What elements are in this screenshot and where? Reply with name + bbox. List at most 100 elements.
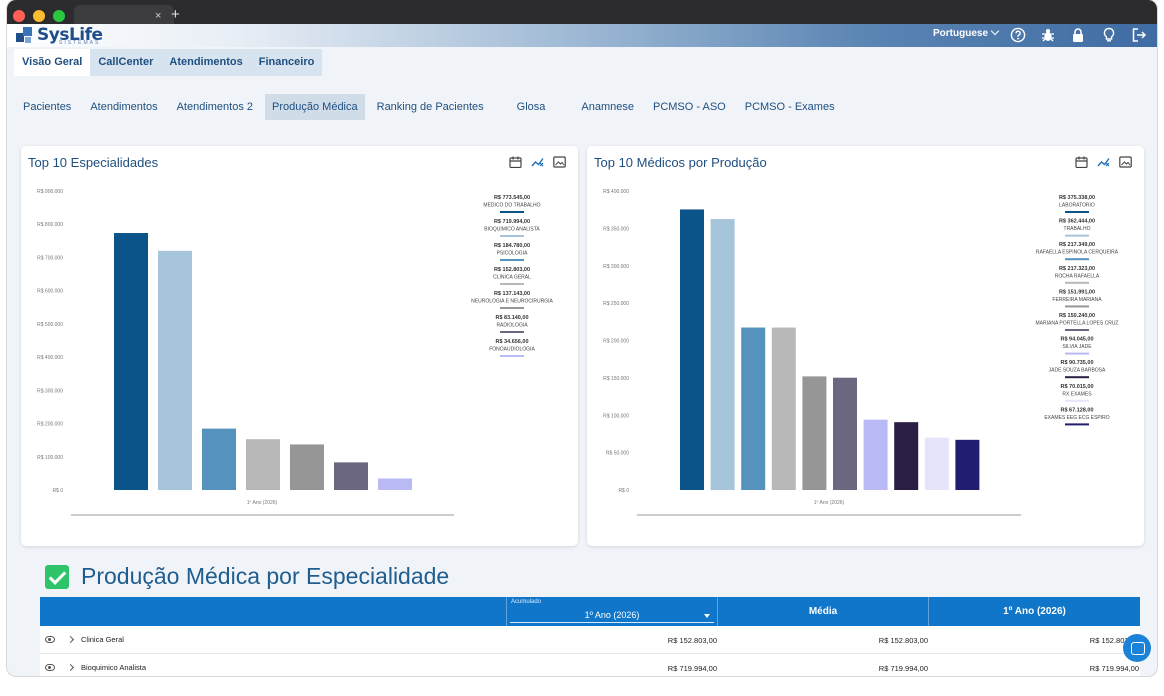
legend-value: R$ 152.803,00 <box>494 267 530 273</box>
legend-swatch <box>500 235 524 237</box>
chart-type-icon[interactable] <box>1097 156 1110 168</box>
production-table: Acumulado 1º Ano (2026) Média 1º Ano (20… <box>40 597 1140 676</box>
legend-label: MEDICO DO TRABALHO <box>483 203 540 209</box>
legend-value: R$ 217.323,00 <box>1059 266 1095 272</box>
syslife-logo[interactable]: SysLife <box>16 24 103 46</box>
browser-titlebar: × + <box>7 0 1157 24</box>
y-tick-label: R$ 900.000 <box>37 189 63 195</box>
legend-swatch <box>1065 376 1089 379</box>
legend-label: JADE SOUZA BARBOSA <box>1049 368 1106 374</box>
legend-swatch <box>500 355 524 357</box>
tab-visao-geral[interactable]: Visão Geral <box>14 49 91 76</box>
legend-value: R$ 90.735,00 <box>1060 360 1093 366</box>
legend-swatch <box>1065 423 1089 426</box>
bar <box>802 376 827 490</box>
bar <box>710 219 735 490</box>
legend-swatch <box>1065 234 1089 237</box>
logo-mark-icon <box>16 26 34 44</box>
tab-financeiro[interactable]: Financeiro <box>258 56 315 68</box>
bar <box>894 422 919 490</box>
subtab-atendimentos[interactable]: Atendimentos <box>90 101 158 113</box>
header-year-label: 1º Ano (2026) <box>1003 606 1066 617</box>
legend-swatch <box>1065 258 1089 261</box>
header-media[interactable]: Média <box>717 597 928 626</box>
table-header: Acumulado 1º Ano (2026) Média 1º Ano (20… <box>40 597 1140 626</box>
maximize-window-button[interactable] <box>53 10 65 22</box>
legend-value: R$ 67.128,00 <box>1060 407 1093 413</box>
bar <box>202 428 236 490</box>
subtab-pacientes[interactable]: Pacientes <box>23 101 72 113</box>
image-export-icon[interactable] <box>553 156 566 168</box>
row-value-year: R$ 152.803,00 <box>1089 636 1139 645</box>
row-value-year: R$ 719.994,00 <box>1089 664 1139 673</box>
caret-down-icon <box>704 614 710 618</box>
y-tick-label: R$ 100.000 <box>603 413 629 419</box>
eye-icon[interactable] <box>45 636 55 643</box>
header-year[interactable]: 1º Ano (2026) <box>928 597 1140 626</box>
image-export-icon[interactable] <box>1119 156 1132 168</box>
chat-support-button[interactable] <box>1123 634 1151 662</box>
y-tick-label: R$ 600.000 <box>37 289 63 295</box>
legend-value: R$ 375.338,00 <box>1059 195 1095 201</box>
check-icon <box>45 564 69 589</box>
chevron-right-icon[interactable] <box>66 635 75 644</box>
legend-label: ROCHA RAFAELLA <box>1055 273 1100 279</box>
lightbulb-icon[interactable] <box>1101 27 1117 43</box>
chevron-right-icon[interactable] <box>66 663 75 672</box>
help-icon[interactable] <box>1010 27 1026 43</box>
minimize-window-button[interactable] <box>33 10 45 22</box>
tab-close-icon[interactable]: × <box>155 10 162 22</box>
y-tick-label: R$ 700.000 <box>37 255 63 261</box>
legend-value: R$ 719.994,00 <box>494 219 530 225</box>
subtab-pcmso-aso[interactable]: PCMSO - ASO <box>652 101 726 113</box>
legend-swatch <box>500 211 524 213</box>
legend-label: FERREIRA MARIANA <box>1052 297 1102 303</box>
subtab-anamnese[interactable]: Anamnese <box>581 101 634 113</box>
sub-navigation: Pacientes Atendimentos Atendimentos 2 Pr… <box>16 94 847 120</box>
logout-icon[interactable] <box>1131 27 1147 43</box>
subtab-atendimentos-2[interactable]: Atendimentos 2 <box>176 101 254 113</box>
eye-icon[interactable] <box>45 664 55 671</box>
legend-value: R$ 362.444,00 <box>1059 219 1095 225</box>
legend-swatch <box>500 307 524 309</box>
bug-icon[interactable] <box>1040 27 1056 43</box>
legend-swatch <box>1065 352 1089 355</box>
subtab-producao-medica[interactable]: Produção Médica <box>265 94 365 120</box>
legend-swatch <box>1065 305 1089 308</box>
calendar-icon[interactable] <box>509 156 522 168</box>
chart-title: Top 10 Especialidades <box>28 155 159 170</box>
row-name: Clinica Geral <box>81 635 124 644</box>
language-selector[interactable]: Portuguese <box>933 26 1000 39</box>
subtab-pcmso-exames[interactable]: PCMSO - Exames <box>744 101 835 113</box>
legend-swatch <box>500 259 524 261</box>
legend-swatch <box>1065 329 1089 331</box>
subtab-glosa[interactable]: Glosa <box>516 101 546 113</box>
subtab-ranking-pacientes[interactable]: Ranking de Pacientes <box>376 101 484 113</box>
new-tab-icon[interactable]: + <box>171 6 180 23</box>
browser-tab[interactable] <box>74 5 174 24</box>
tab-atendimentos[interactable]: Atendimentos <box>169 56 243 68</box>
legend-value: R$ 94.045,00 <box>1060 337 1093 343</box>
app-header: SysLife SISTEMAS Portuguese <box>7 24 1157 47</box>
bar <box>290 444 324 490</box>
tab-callcenter[interactable]: CallCenter <box>98 56 154 68</box>
legend-value: R$ 83.140,00 <box>495 315 528 321</box>
header-media-label: Média <box>808 606 838 617</box>
close-window-button[interactable] <box>13 10 25 22</box>
chart-type-icon[interactable] <box>531 156 544 168</box>
main-navigation: Visão Geral CallCenter Atendimentos Fina… <box>14 49 323 76</box>
legend-value: R$ 217.349,00 <box>1059 242 1095 248</box>
legend-swatch <box>500 283 524 285</box>
bar <box>771 327 796 490</box>
calendar-icon[interactable] <box>1075 156 1088 168</box>
y-tick-label: R$ 400.000 <box>603 189 629 195</box>
bar <box>833 377 857 490</box>
y-tick-label: R$ 800.000 <box>37 222 63 228</box>
bar <box>863 419 888 490</box>
legend-value: R$ 151.991,00 <box>1059 289 1095 295</box>
accumulated-select[interactable]: Acumulado 1º Ano (2026) <box>506 597 717 626</box>
y-tick-label: R$ 300.000 <box>603 264 629 270</box>
bar <box>114 233 148 490</box>
lock-icon[interactable] <box>1070 27 1086 43</box>
legend-label: TRABALHO <box>1064 226 1091 232</box>
